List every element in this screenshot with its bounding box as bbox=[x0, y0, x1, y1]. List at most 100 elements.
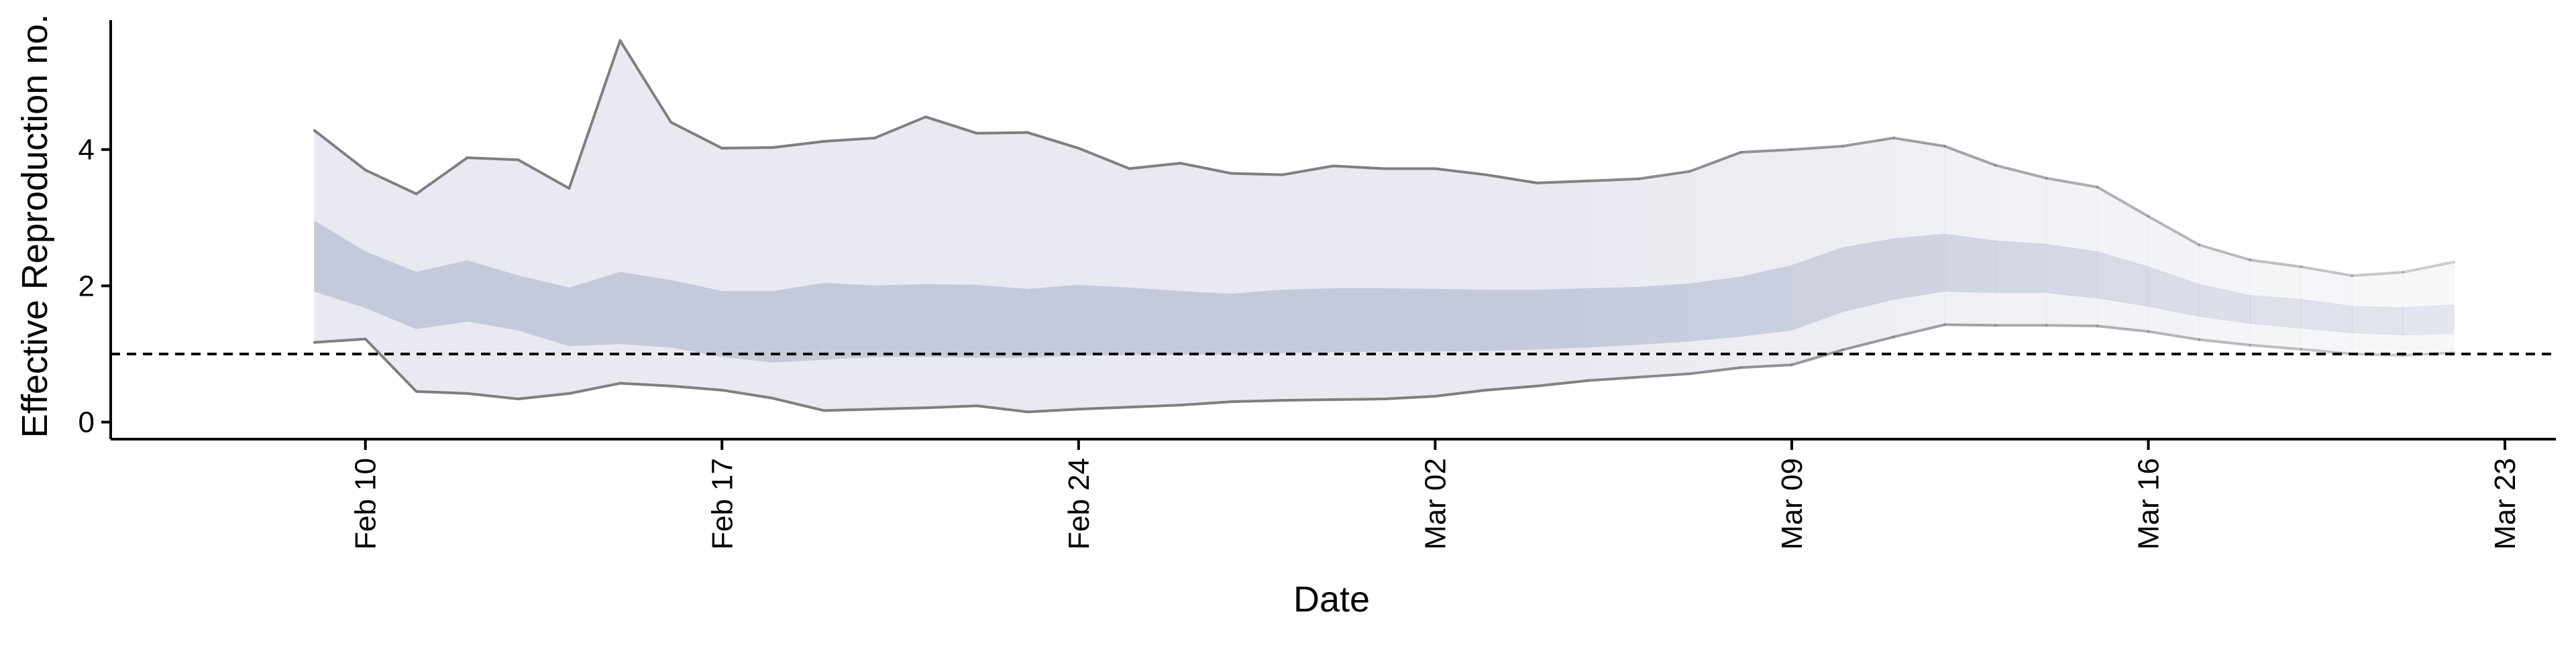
lower-bound-segment bbox=[1026, 408, 1080, 414]
inner-band-segment bbox=[874, 284, 926, 357]
ticks-layer: 0 2 4 Feb 10 Feb 17 Feb 24 Mar 02 Mar 09 Mar 16 M… bbox=[78, 133, 2522, 550]
upper-bound-segment bbox=[2351, 271, 2405, 278]
upper-bound-segment bbox=[1485, 173, 1539, 184]
upper-bound-segment bbox=[415, 156, 469, 196]
lower-bound-segment bbox=[2249, 343, 2303, 351]
inner-band-segment bbox=[1078, 284, 1130, 356]
lower-bound-segment bbox=[822, 408, 877, 412]
lower-bound-segment bbox=[1485, 384, 1539, 392]
lower-bound-segment bbox=[568, 381, 622, 395]
lower-bound-segment bbox=[2147, 330, 2201, 341]
lower-bound-segment bbox=[1841, 335, 1895, 351]
lower-bound-segment bbox=[2045, 324, 2099, 328]
upper-bound-segment bbox=[669, 121, 724, 150]
inner-band-segment bbox=[1740, 265, 1792, 337]
lower-bound-segment bbox=[771, 397, 826, 412]
inner-band-segment bbox=[772, 282, 824, 363]
inner-band-segment bbox=[1231, 289, 1283, 355]
lower-bound-segment bbox=[1077, 406, 1131, 411]
lower-bound-segment bbox=[669, 384, 724, 392]
outer-band-segment bbox=[874, 116, 926, 410]
inner-band-segment bbox=[1536, 288, 1589, 350]
upper-bound-segment bbox=[771, 139, 826, 150]
inner-band-segment bbox=[1027, 284, 1079, 358]
upper-bound-segment bbox=[1790, 145, 1844, 152]
x-axis-title: Date bbox=[1293, 579, 1370, 620]
lower-bound-segment bbox=[1688, 366, 1742, 375]
upper-bound-segment bbox=[1688, 151, 1742, 173]
x-tick-label: Feb 24 bbox=[1063, 458, 1095, 550]
lower-bound-segment bbox=[924, 404, 978, 410]
lower-bound-segment bbox=[2096, 325, 2150, 333]
upper-bound-segment bbox=[822, 136, 877, 143]
lower-bound-segment bbox=[619, 381, 673, 388]
outer-band-segment bbox=[823, 137, 875, 411]
inner-band-segment bbox=[925, 284, 977, 358]
lower-bound-segment bbox=[1434, 388, 1488, 398]
outer-band-segment bbox=[1027, 132, 1079, 412]
upper-bound-segment bbox=[313, 129, 367, 172]
lower-bound-segment bbox=[2351, 352, 2405, 357]
lower-bound-segment bbox=[873, 406, 927, 411]
inner-band-segment bbox=[1893, 233, 1945, 300]
inner-band-segment bbox=[1180, 290, 1232, 355]
lower-bound-segment bbox=[517, 392, 571, 401]
inner-band-segment bbox=[2402, 304, 2455, 336]
upper-bound-segment bbox=[466, 156, 520, 162]
inner-band-segment bbox=[1638, 283, 1690, 345]
inner-band-segment bbox=[2046, 243, 2098, 299]
y-tick-label: 4 bbox=[78, 133, 95, 166]
upper-bound-segment bbox=[1892, 136, 1946, 148]
upper-bound-segment bbox=[364, 168, 418, 196]
upper-bound-segment bbox=[2096, 185, 2150, 218]
upper-bound-segment bbox=[2045, 176, 2099, 188]
bounds-layer bbox=[313, 39, 2456, 414]
upper-bound-segment bbox=[1230, 172, 1284, 176]
outer-band-segment bbox=[1383, 168, 1436, 400]
bands-layer bbox=[314, 39, 2455, 412]
upper-bound-segment bbox=[1587, 177, 1641, 182]
inner-band-segment bbox=[2249, 295, 2302, 329]
outer-band-segment bbox=[1638, 171, 1690, 378]
inner-band-segment bbox=[1689, 276, 1741, 342]
inner-band-segment bbox=[1383, 288, 1436, 352]
inner-band-segment bbox=[1995, 240, 2047, 294]
inner-band-segment bbox=[1333, 288, 1385, 353]
upper-bound-segment bbox=[517, 158, 571, 190]
outer-band-segment bbox=[1282, 165, 1334, 401]
upper-bound-segment bbox=[1281, 164, 1335, 176]
upper-bound-segment bbox=[1943, 145, 1997, 167]
upper-bound-segment bbox=[1026, 131, 1080, 150]
upper-bound-segment bbox=[2249, 258, 2303, 268]
inner-band-segment bbox=[1587, 286, 1640, 348]
upper-bound-segment bbox=[1077, 147, 1131, 170]
x-tick-label: Feb 10 bbox=[350, 458, 382, 550]
lower-bound-segment bbox=[1230, 399, 1284, 404]
x-tick-label: Mar 16 bbox=[2133, 458, 2165, 550]
lower-bound-segment bbox=[1790, 348, 1844, 367]
upper-bound-segment bbox=[2402, 260, 2456, 274]
x-tick-label: Mar 02 bbox=[1419, 458, 1452, 550]
inner-band-segment bbox=[2351, 306, 2404, 336]
lower-bound-segment bbox=[720, 388, 775, 400]
outer-band-segment bbox=[1333, 165, 1385, 400]
inner-band-segment bbox=[1485, 289, 1538, 351]
upper-bound-segment bbox=[568, 39, 622, 190]
x-tick-label: Mar 09 bbox=[1776, 458, 1809, 550]
upper-bound-segment bbox=[619, 39, 673, 124]
inner-band-segment bbox=[670, 280, 722, 357]
outer-band-segment bbox=[925, 116, 977, 408]
lower-bound-segment bbox=[1739, 363, 1793, 369]
inner-band-segment bbox=[2198, 284, 2251, 324]
lower-bound-segment bbox=[2198, 338, 2252, 347]
lower-bound-segment bbox=[1332, 398, 1386, 402]
lower-bound-segment bbox=[1638, 372, 1692, 379]
outer-band-segment bbox=[2249, 259, 2302, 350]
lower-bound-segment bbox=[415, 390, 469, 395]
outer-band-segment bbox=[2402, 261, 2455, 356]
inner-band-segment bbox=[2300, 299, 2353, 334]
upper-bound-segment bbox=[2198, 243, 2252, 261]
outer-band-segment bbox=[772, 141, 824, 411]
upper-bound-segment bbox=[1536, 179, 1590, 184]
